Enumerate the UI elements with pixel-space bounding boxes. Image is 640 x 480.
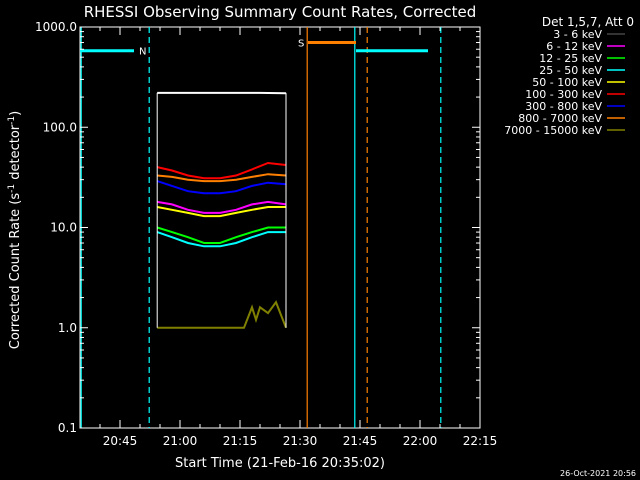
legend-title: Det 1,5,7, Att 0 <box>542 15 634 29</box>
x-tick-label: 22:00 <box>403 434 438 448</box>
series-line <box>156 226 286 244</box>
plot-area: NS <box>79 26 481 429</box>
series-line <box>157 300 287 329</box>
legend-label: 6 - 12 keV <box>546 40 602 53</box>
x-axis-label: Start Time (21-Feb-16 20:35:02) <box>175 456 385 471</box>
x-tick-label: 21:00 <box>163 434 198 448</box>
series-line <box>156 231 286 248</box>
y-label-sup1: -1 <box>7 184 17 193</box>
y-axis: 0.1 1.0 10.0 100.0 1000.0 <box>35 20 480 435</box>
y-tick-label: 100.0 <box>43 120 77 134</box>
series-line <box>156 161 287 180</box>
legend-label: 800 - 7000 keV <box>518 112 602 125</box>
flag-label: S <box>298 39 304 50</box>
x-tick-label: 20:45 <box>103 434 138 448</box>
legend-label: 100 - 300 keV <box>525 88 602 101</box>
y-tick-label: 1000.0 <box>35 20 77 34</box>
y-tick-label: 1.0 <box>58 321 77 335</box>
legend-label: 50 - 100 keV <box>532 76 602 89</box>
x-tick-label: 21:15 <box>223 434 258 448</box>
x-axis: 20:45 21:00 21:15 21:30 21:45 22:00 22:15 <box>79 27 498 448</box>
y-label-sup2: -1 <box>7 116 17 125</box>
legend-label: 12 - 25 keV <box>539 52 602 65</box>
legend-label: 7000 - 15000 keV <box>504 124 602 137</box>
legend-label: 300 - 800 keV <box>525 100 602 113</box>
footer-date: 26-Oct-2021 20:56 <box>560 469 636 478</box>
y-label-part2: detector <box>8 124 23 184</box>
legend-label: 25 - 50 keV <box>539 64 602 77</box>
flag-label: N <box>139 47 146 58</box>
x-tick-label: 21:30 <box>283 434 318 448</box>
x-tick-label: 21:45 <box>343 434 378 448</box>
series-line <box>156 180 287 195</box>
y-tick-label: 10.0 <box>50 221 77 235</box>
y-tick-label: 0.1 <box>58 421 77 435</box>
y-label-part1: Corrected Count Rate (s <box>8 193 23 350</box>
series-line <box>157 200 287 214</box>
chart-title: RHESSI Observing Summary Count Rates, Co… <box>84 3 477 21</box>
series-line <box>157 206 286 218</box>
x-tick-label: 22:15 <box>463 434 498 448</box>
legend-label: 3 - 6 keV <box>553 28 602 41</box>
y-label-part3: ) <box>8 111 23 116</box>
series-line <box>157 173 287 183</box>
y-axis-label: Corrected Count Rate (s-1 detector-1) <box>7 111 23 349</box>
